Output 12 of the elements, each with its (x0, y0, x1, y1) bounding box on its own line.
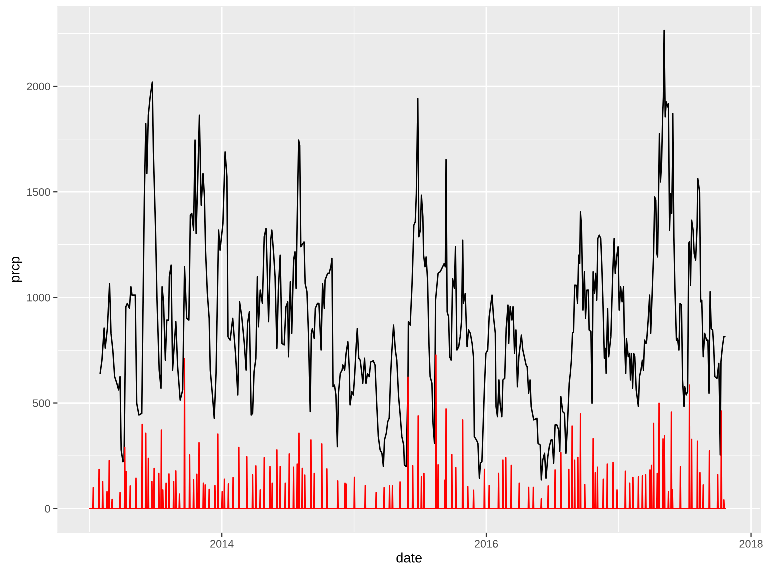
x-tick-label: 2018 (740, 540, 763, 548)
x-tick-label: 2014 (210, 540, 234, 548)
line-series (100, 30, 726, 481)
y-tick-label: 500 (33, 400, 50, 408)
y-tick-label: 2000 (27, 82, 50, 91)
line-series (89, 354, 726, 510)
x-tick-label: 2016 (475, 540, 498, 548)
y-tick-label: 0 (45, 505, 50, 513)
y-axis-title: prcp (12, 257, 23, 282)
y-tick-label: 1500 (28, 188, 50, 196)
x-axis-title: date (396, 552, 422, 563)
y-tick-label: 1000 (28, 294, 50, 302)
